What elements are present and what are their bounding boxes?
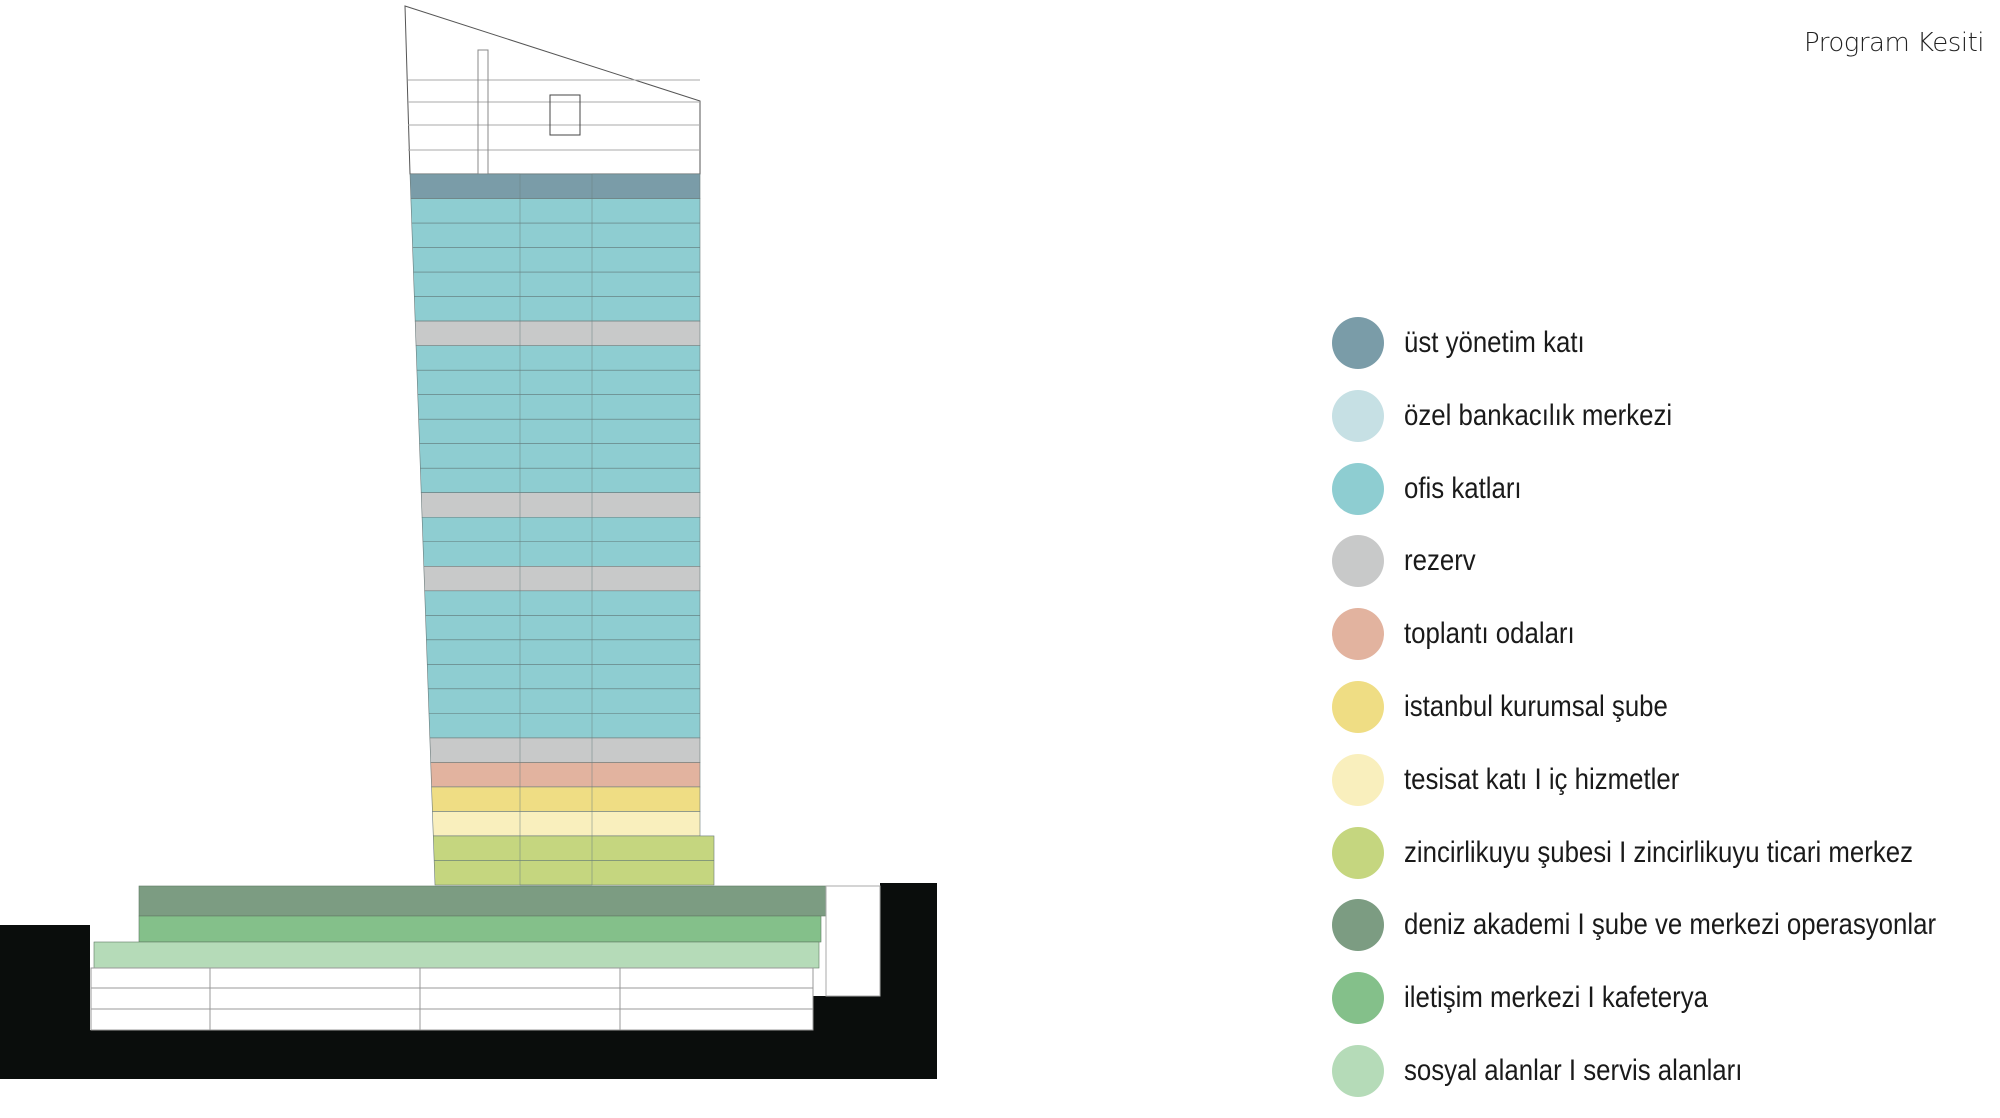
legend-label: rezerv bbox=[1404, 544, 1476, 578]
legend-label: ofis katları bbox=[1404, 471, 1522, 505]
tower-band bbox=[423, 565, 701, 592]
legend-swatch-icon bbox=[1332, 462, 1384, 515]
legend-swatch-icon bbox=[1332, 972, 1384, 1025]
tower-bands bbox=[409, 173, 715, 886]
legend-item: tesisat katı I iç hizmetler bbox=[1332, 753, 2000, 806]
tower-band bbox=[432, 811, 701, 837]
legend-item: deniz akademi I şube ve merkezi operasyo… bbox=[1332, 899, 2000, 952]
legend-label: istanbul kurumsal şube bbox=[1404, 689, 1668, 723]
basement-floors bbox=[90, 885, 881, 1031]
legend-swatch-icon bbox=[1332, 680, 1384, 733]
legend-label: üst yönetim katı bbox=[1404, 326, 1585, 359]
legend-item: sosyal alanlar I servis alanları bbox=[1332, 1044, 2000, 1097]
tower-band bbox=[410, 198, 701, 322]
legend-label: sosyal alanlar I servis alanları bbox=[1404, 1053, 1743, 1087]
podium-bands bbox=[93, 885, 827, 969]
legend-item: zincirlikuyu şubesi I zincirlikuyu ticar… bbox=[1332, 826, 2000, 879]
legend-item: rezerv bbox=[1332, 535, 2000, 588]
legend-item: iletişim merkezi I kafeterya bbox=[1332, 972, 2000, 1025]
page-title: Program Kesiti bbox=[1803, 28, 1985, 58]
tower-crown bbox=[404, 5, 701, 175]
legend-item: toplantı odaları bbox=[1332, 608, 2000, 661]
tower-band bbox=[429, 737, 701, 763]
legend-swatch-icon bbox=[1332, 608, 1384, 661]
legend-label: toplantı odaları bbox=[1404, 617, 1575, 651]
legend-swatch-icon bbox=[1332, 535, 1384, 588]
podium-band bbox=[138, 915, 822, 943]
legend-item: ofis katları bbox=[1332, 462, 2000, 515]
tower-band bbox=[409, 173, 701, 199]
legend-swatch-icon bbox=[1332, 1044, 1384, 1097]
building-section-drawing bbox=[0, 5, 937, 1079]
legend-label: iletişim merkezi I kafeterya bbox=[1404, 981, 1708, 1015]
tower-core bbox=[519, 173, 593, 886]
legend-swatch-icon bbox=[1332, 899, 1384, 952]
podium-band bbox=[93, 941, 820, 969]
tower-band bbox=[431, 786, 701, 812]
legend-swatch-icon bbox=[1332, 753, 1384, 806]
legend-label: deniz akademi I şube ve merkezi operasyo… bbox=[1404, 908, 1937, 942]
legend-swatch-icon bbox=[1332, 826, 1384, 879]
legend-swatch-icon bbox=[1332, 317, 1384, 369]
tower-band bbox=[420, 492, 701, 518]
legend: üst yönetim katı özel bankacılık merkezi o… bbox=[1332, 317, 2000, 1118]
legend-label: zincirlikuyu şubesi I zincirlikuyu ticar… bbox=[1404, 835, 1913, 869]
legend-label: tesisat katı I iç hizmetler bbox=[1404, 762, 1680, 796]
tower-band bbox=[430, 762, 701, 788]
legend-label: özel bankacılık merkezi bbox=[1404, 398, 1673, 432]
legend-item: istanbul kurumsal şube bbox=[1332, 680, 2000, 733]
legend-item: özel bankacılık merkezi bbox=[1332, 389, 2000, 442]
legend-swatch-icon bbox=[1332, 389, 1384, 442]
podium-band bbox=[138, 885, 827, 917]
tower-band bbox=[414, 320, 701, 346]
legend-item: üst yönetim katı bbox=[1332, 317, 2000, 369]
